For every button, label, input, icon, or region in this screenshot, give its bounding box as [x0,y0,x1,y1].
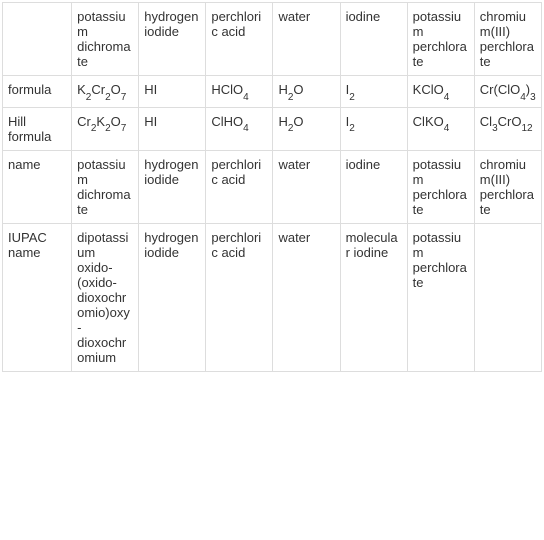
table-body: formula K2Cr2O7 HI HClO4 H2O I2 KClO4 Cr… [3,76,542,372]
chemistry-table: potassium dichromate hydrogen iodide per… [2,2,542,372]
cell-text: potassium dichromate [72,150,139,223]
cell-text: perchloric acid [206,223,273,371]
row-label: name [3,150,72,223]
header-potassium-perchlorate: potassium perchlorate [407,3,474,76]
cell-formula: KClO4 [407,76,474,108]
cell-text: potassium perchlorate [407,223,474,371]
header-perchloric-acid: perchloric acid [206,3,273,76]
cell-text: iodine [340,150,407,223]
cell-text: perchloric acid [206,150,273,223]
cell-text: water [273,150,340,223]
cell-text: dipotassium oxido-(oxido-dioxochromio)ox… [72,223,139,371]
cell-formula: H2O [273,76,340,108]
cell-text [474,223,541,371]
cell-formula: ClKO4 [407,107,474,150]
cell-formula: ClHO4 [206,107,273,150]
header-water: water [273,3,340,76]
table-row: formula K2Cr2O7 HI HClO4 H2O I2 KClO4 Cr… [3,76,542,108]
table-header-row: potassium dichromate hydrogen iodide per… [3,3,542,76]
cell-formula: Cr2K2O7 [72,107,139,150]
header-iodine: iodine [340,3,407,76]
cell-formula: H2O [273,107,340,150]
header-potassium-dichromate: potassium dichromate [72,3,139,76]
cell-formula: Cr(ClO4)3 [474,76,541,108]
cell-text: chromium(III) perchlorate [474,150,541,223]
header-empty [3,3,72,76]
cell-text: potassium perchlorate [407,150,474,223]
cell-formula: K2Cr2O7 [72,76,139,108]
row-label: Hill formula [3,107,72,150]
row-label: formula [3,76,72,108]
table-row: name potassium dichromate hydrogen iodid… [3,150,542,223]
header-chromium-perchlorate: chromium(III) perchlorate [474,3,541,76]
cell-text: hydrogen iodide [139,223,206,371]
cell-formula: HClO4 [206,76,273,108]
header-hydrogen-iodide: hydrogen iodide [139,3,206,76]
cell-formula: HI [139,76,206,108]
cell-formula: I2 [340,76,407,108]
cell-formula: I2 [340,107,407,150]
row-label: IUPAC name [3,223,72,371]
cell-formula: Cl3CrO12 [474,107,541,150]
table-row: IUPAC name dipotassium oxido-(oxido-diox… [3,223,542,371]
table-row: Hill formula Cr2K2O7 HI ClHO4 H2O I2 ClK… [3,107,542,150]
cell-text: hydrogen iodide [139,150,206,223]
cell-text: molecular iodine [340,223,407,371]
cell-text: water [273,223,340,371]
cell-formula: HI [139,107,206,150]
